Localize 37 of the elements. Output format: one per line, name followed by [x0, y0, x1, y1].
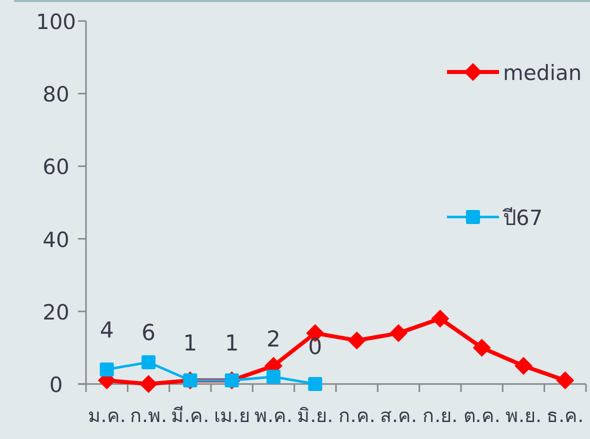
data-label: 2 [266, 328, 280, 353]
point [472, 338, 491, 357]
point [348, 331, 366, 350]
point [308, 377, 322, 391]
point [266, 370, 280, 384]
x-tick-label: ต.ค. [463, 405, 500, 427]
x-tick-label: ก.พ. [130, 405, 168, 427]
x-tick-label: ส.ค. [380, 405, 418, 427]
point [142, 355, 156, 370]
x-tick-label: พ.ย. [505, 405, 542, 427]
data-label: 0 [308, 335, 322, 360]
data-label: 1 [183, 331, 198, 356]
y-tick-label: 20 [42, 300, 70, 324]
legend-label: ปี67 [502, 206, 543, 230]
point [140, 375, 158, 393]
y-tick-label: 0 [49, 373, 63, 397]
x-tick-label: เม.ย [214, 405, 250, 427]
point [100, 362, 114, 376]
x-tick-label: ม.ค. [88, 405, 126, 427]
data-label: 6 [142, 321, 156, 346]
x-tick-label: พ.ค. [254, 405, 293, 427]
y-tick-label: 40 [42, 228, 70, 252]
y-tick-label: 80 [42, 82, 70, 107]
y-tick-label: 100 [36, 10, 76, 34]
point [431, 310, 450, 328]
x-tick-label: มี.ค. [171, 405, 210, 427]
point [514, 356, 532, 375]
x-tick-label: มิ.ย. [297, 405, 334, 427]
point [390, 324, 408, 342]
point [556, 371, 574, 390]
legend-label: median [503, 61, 582, 85]
data-label: 4 [100, 318, 114, 344]
x-tick-label: ก.ค. [338, 405, 376, 427]
x-tick-label: ก.ย. [422, 405, 458, 427]
x-tick-label: ธ.ค. [546, 405, 584, 427]
y-tick-label: 60 [42, 155, 70, 180]
data-label: 1 [224, 331, 239, 356]
